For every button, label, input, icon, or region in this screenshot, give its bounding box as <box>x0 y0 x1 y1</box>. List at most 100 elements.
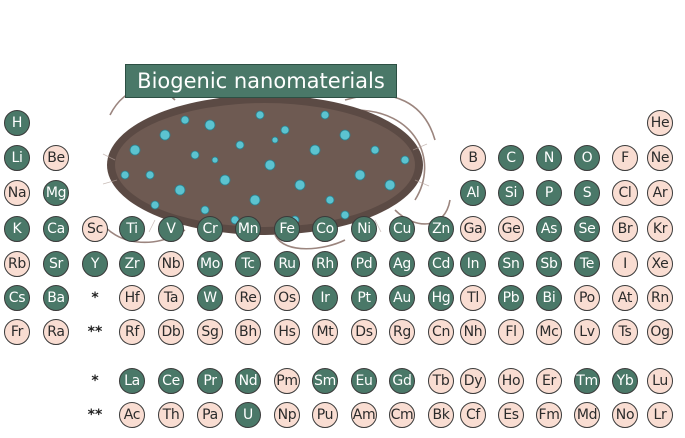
element-la: La <box>119 368 145 394</box>
element-cu: Cu <box>389 216 415 242</box>
element-eu: Eu <box>351 368 377 394</box>
element-ir: Ir <box>312 285 338 311</box>
element-mn: Mn <box>235 216 261 242</box>
element-lr: Lr <box>647 402 673 428</box>
element-xe: Xe <box>647 251 673 277</box>
figure-title: Biogenic nanomaterials <box>125 64 397 98</box>
element-al: Al <box>460 180 486 206</box>
element-rh: Rh <box>312 251 338 277</box>
element-lu: Lu <box>647 368 673 394</box>
element-md: Md <box>574 402 600 428</box>
element-ne: Ne <box>647 145 673 171</box>
element-he: He <box>647 110 673 136</box>
element-in: In <box>460 251 486 277</box>
element-cn: Cn <box>428 319 454 345</box>
element-ti: Ti <box>119 216 145 242</box>
element-s: S <box>574 180 600 206</box>
element-hf: Hf <box>119 285 145 311</box>
element-db: Db <box>158 319 184 345</box>
element-tl: Tl <box>460 285 486 311</box>
element-es: Es <box>498 402 524 428</box>
element-pr: Pr <box>197 368 223 394</box>
element-ho: Ho <box>498 368 524 394</box>
actinide-marker: ** <box>87 407 103 423</box>
element-nb: Nb <box>158 251 184 277</box>
element-ca: Ca <box>43 216 69 242</box>
element-sb: Sb <box>536 251 562 277</box>
element-po: Po <box>574 285 600 311</box>
element-c: C <box>498 145 524 171</box>
bacterium-illustration <box>99 87 451 250</box>
element-dy: Dy <box>460 368 486 394</box>
element-hg: Hg <box>428 285 454 311</box>
element-no: No <box>612 402 638 428</box>
element-np: Np <box>274 402 300 428</box>
element-sg: Sg <box>197 319 223 345</box>
lanthanide-marker: * <box>91 290 99 306</box>
element-au: Au <box>389 285 415 311</box>
element-y: Y <box>82 251 108 277</box>
element-cr: Cr <box>197 216 223 242</box>
element-ce: Ce <box>158 368 184 394</box>
element-na: Na <box>4 180 30 206</box>
element-ac: Ac <box>119 402 145 428</box>
element-se: Se <box>574 216 600 242</box>
element-fl: Fl <box>498 319 524 345</box>
element-mc: Mc <box>536 319 562 345</box>
element-ta: Ta <box>158 285 184 311</box>
element-sr: Sr <box>43 251 69 277</box>
element-rn: Rn <box>647 285 673 311</box>
element-bk: Bk <box>428 402 454 428</box>
element-rg: Rg <box>389 319 415 345</box>
element-ts: Ts <box>612 319 638 345</box>
element-og: Og <box>647 319 673 345</box>
element-te: Te <box>574 251 600 277</box>
element-tc: Tc <box>235 251 261 277</box>
element-pt: Pt <box>351 285 377 311</box>
element-yb: Yb <box>612 368 638 394</box>
element-bi: Bi <box>536 285 562 311</box>
element-pa: Pa <box>197 402 223 428</box>
element-p: P <box>536 180 562 206</box>
element-ag: Ag <box>389 251 415 277</box>
element-u: U <box>235 402 261 428</box>
element-cf: Cf <box>460 402 486 428</box>
element-ga: Ga <box>460 216 486 242</box>
element-sm: Sm <box>312 368 338 394</box>
element-sn: Sn <box>498 251 524 277</box>
element-zn: Zn <box>428 216 454 242</box>
element-cd: Cd <box>428 251 454 277</box>
element-i: I <box>612 251 638 277</box>
element-si: Si <box>498 180 524 206</box>
element-br: Br <box>612 216 638 242</box>
element-zr: Zr <box>119 251 145 277</box>
element-pm: Pm <box>274 368 300 394</box>
element-mg: Mg <box>43 180 69 206</box>
element-k: K <box>4 216 30 242</box>
element-er: Er <box>536 368 562 394</box>
element-rb: Rb <box>4 251 30 277</box>
element-hs: Hs <box>274 319 300 345</box>
element-cl: Cl <box>612 180 638 206</box>
element-h: H <box>4 110 30 136</box>
element-os: Os <box>274 285 300 311</box>
element-fr: Fr <box>4 319 30 345</box>
element-pu: Pu <box>312 402 338 428</box>
element-f: F <box>612 145 638 171</box>
element-as: As <box>536 216 562 242</box>
element-gd: Gd <box>389 368 415 394</box>
element-mo: Mo <box>197 251 223 277</box>
element-nd: Nd <box>235 368 261 394</box>
element-co: Co <box>312 216 338 242</box>
element-ar: Ar <box>647 180 673 206</box>
element-cm: Cm <box>389 402 415 428</box>
element-nh: Nh <box>460 319 486 345</box>
element-mt: Mt <box>312 319 338 345</box>
element-tb: Tb <box>428 368 454 394</box>
element-be: Be <box>43 145 69 171</box>
element-pd: Pd <box>351 251 377 277</box>
lanthanide-marker: * <box>91 373 99 389</box>
actinide-marker: ** <box>87 324 103 340</box>
element-cs: Cs <box>4 285 30 311</box>
